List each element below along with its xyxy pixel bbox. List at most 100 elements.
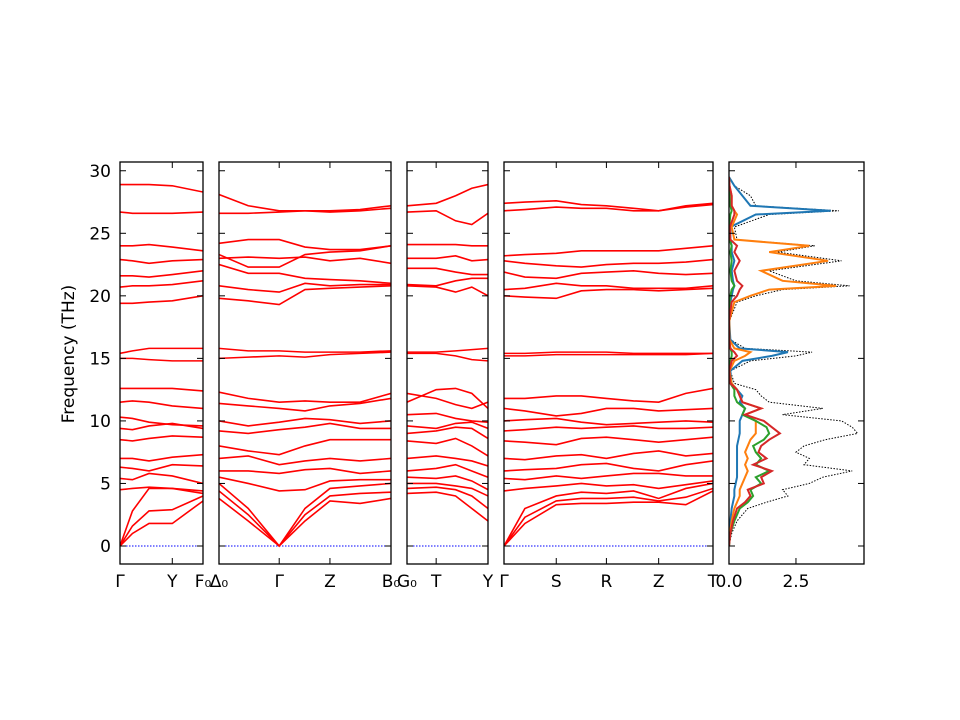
- band: [219, 245, 391, 268]
- band: [407, 426, 488, 440]
- band: [504, 199, 713, 212]
- band: [504, 487, 713, 547]
- band: [407, 209, 488, 226]
- band: [219, 482, 391, 548]
- band: [120, 183, 203, 193]
- dos-curve: [729, 176, 831, 547]
- y-tick-label: 15: [89, 349, 111, 369]
- x-tick-label: 0.0: [715, 572, 742, 592]
- band: [504, 460, 713, 472]
- band: [407, 463, 488, 478]
- x-tick-label: G₀: [397, 572, 417, 592]
- dos-curve: [729, 176, 859, 547]
- panel-frame: [503, 161, 714, 565]
- band: [219, 422, 391, 435]
- band: [219, 282, 391, 293]
- band: [219, 351, 391, 360]
- band: [504, 245, 713, 257]
- band: [407, 285, 488, 297]
- x-tick-label: B₀: [382, 572, 401, 592]
- band: [504, 436, 713, 446]
- band: [219, 497, 391, 548]
- y-axis-label: Frequency (THz): [59, 285, 79, 424]
- x-tick-label: Γ: [499, 572, 509, 592]
- band: [219, 490, 391, 548]
- band: [219, 238, 391, 251]
- band: [120, 400, 203, 410]
- y-tick-label: 10: [89, 412, 111, 432]
- panel-frame: [406, 161, 489, 565]
- band: [407, 482, 488, 497]
- band: [219, 263, 391, 285]
- y-tick-label: 20: [89, 287, 111, 307]
- plot-area: [729, 176, 859, 547]
- band: [407, 243, 488, 247]
- x-tick-label: R: [601, 572, 613, 592]
- panel: 0 5 10 15 20 25 30 Γ Y F₀: [89, 161, 212, 592]
- band: [407, 267, 488, 276]
- band: [407, 183, 488, 207]
- band: [219, 476, 391, 492]
- x-tick-label: T: [430, 572, 442, 592]
- band: [120, 487, 203, 547]
- x-tick-label: Z: [324, 572, 336, 592]
- band: [504, 258, 713, 268]
- band: [407, 455, 488, 467]
- band: [120, 422, 203, 431]
- band: [407, 437, 488, 457]
- band: [120, 495, 203, 547]
- x-tick-label: S: [551, 572, 562, 592]
- band: [120, 387, 203, 392]
- plot-area: [407, 183, 488, 547]
- x-tick-label: F₀: [195, 572, 212, 592]
- band: [219, 285, 391, 306]
- band: [504, 387, 713, 403]
- panel-frame: [728, 161, 865, 565]
- band: [504, 417, 713, 426]
- band: [407, 392, 488, 410]
- band: [407, 347, 488, 353]
- band: [504, 425, 713, 432]
- band: [504, 482, 713, 547]
- band: [120, 280, 203, 288]
- panel: 0.0 2.5: [715, 161, 865, 592]
- band: [407, 421, 488, 430]
- y-tick-label: 5: [100, 474, 111, 494]
- x-tick-label: 2.5: [782, 572, 809, 592]
- band: [407, 486, 488, 510]
- band: [504, 472, 713, 481]
- band: [219, 455, 391, 466]
- band: [504, 450, 713, 461]
- band: [504, 203, 713, 212]
- x-tick-label: Y: [166, 572, 178, 592]
- band: [120, 453, 203, 462]
- panel-frame: [218, 161, 392, 565]
- band: [407, 475, 488, 491]
- band: [219, 256, 391, 265]
- band: [504, 270, 713, 280]
- x-tick-label: Y: [482, 572, 494, 592]
- x-tick-label: Γ: [274, 572, 284, 592]
- band: [219, 417, 391, 427]
- band: [407, 491, 488, 522]
- band: [120, 243, 203, 252]
- band: [120, 486, 203, 492]
- panel: Δ₀ Γ Z B₀: [210, 161, 401, 592]
- band: [219, 397, 391, 412]
- band: [407, 352, 488, 362]
- x-tick-label: Γ: [115, 572, 125, 592]
- y-tick-label: 0: [100, 537, 111, 557]
- dos-curve: [729, 176, 782, 547]
- band: [219, 347, 391, 353]
- band: [120, 435, 203, 442]
- band: [504, 282, 713, 291]
- x-tick-label: T: [707, 572, 719, 592]
- band: [504, 352, 713, 357]
- band: [120, 295, 203, 305]
- band: [219, 204, 391, 215]
- plot-area: [504, 199, 713, 547]
- band: [504, 287, 713, 300]
- band: [504, 490, 713, 547]
